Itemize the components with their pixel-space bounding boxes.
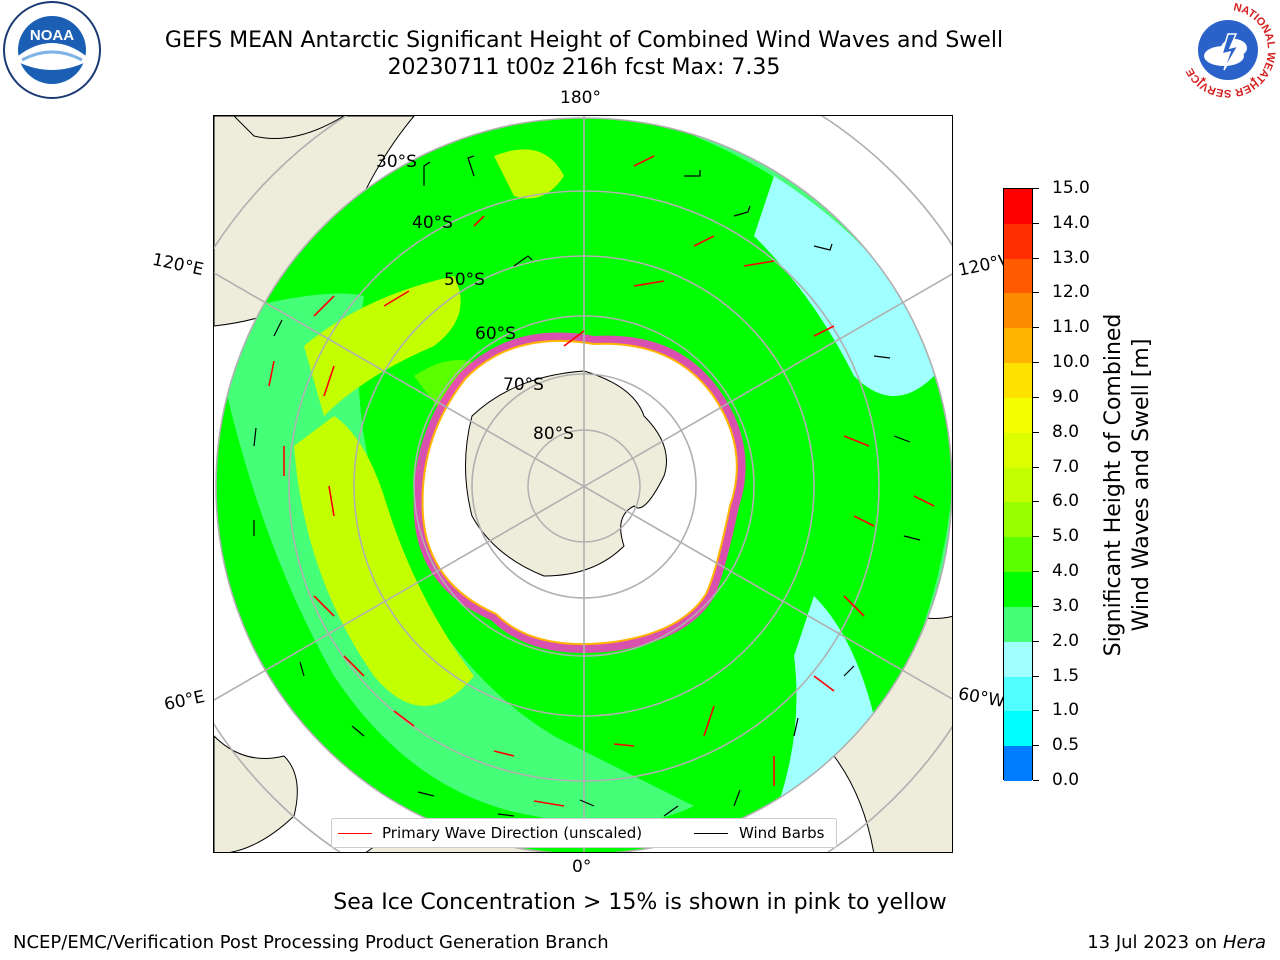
colorbar-title-line1: Significant Height of Combined: [1101, 313, 1126, 657]
colorbar-tick-label: 0.0: [1052, 770, 1080, 790]
colorbar-tick: [1033, 257, 1039, 259]
legend-barb-label: Wind Barbs: [739, 824, 825, 842]
colorbar-tick: [1033, 327, 1039, 329]
colorbar-tick: [1033, 640, 1039, 642]
colorbar-segment: [1004, 189, 1032, 225]
colorbar-tick-label: 2.0: [1052, 630, 1080, 651]
lat-label-50s: 50°S: [444, 270, 485, 290]
colorbar-tick-label: 9.0: [1052, 386, 1080, 407]
lat-label-70s: 70°S: [503, 375, 544, 395]
colorbar-segment: [1004, 328, 1032, 364]
legend-wave-line: [338, 833, 372, 834]
legend-wave-label: Primary Wave Direction (unscaled): [382, 824, 643, 842]
colorbar-tick: [1033, 431, 1039, 433]
footer-host: Hera: [1222, 932, 1266, 953]
colorbar-tick: [1033, 292, 1039, 294]
colorbar-segment: [1004, 606, 1032, 643]
chart-subtitle: 20230711 t00z 216h fcst Max: 7.35: [387, 55, 781, 80]
lon-label-60w: 60°W: [956, 684, 1007, 712]
colorbar-tick: [1033, 780, 1039, 781]
colorbar-tick: [1033, 571, 1039, 573]
colorbar-tick-label: 1.5: [1052, 665, 1080, 686]
colorbar-tick: [1033, 362, 1039, 364]
wind-barbs: [253, 155, 921, 817]
colorbar-tick: [1033, 222, 1039, 224]
colorbar-tick-label: 4.0: [1052, 561, 1080, 582]
lat-label-30s: 30°S: [376, 152, 417, 172]
lon-label-180: 180°: [560, 88, 601, 108]
antarctica: [413, 332, 746, 653]
lat-label-80s: 80°S: [533, 424, 574, 444]
colorbar-tick-label: 6.0: [1052, 491, 1080, 512]
nws-logo: NATIONAL WEATHER SERVICE ★ ★: [1181, 1, 1277, 99]
colorbar-tick-label: 14.0: [1052, 212, 1090, 233]
chart-title: GEFS MEAN Antarctic Significant Height o…: [164, 28, 1004, 53]
footer-credit: NCEP/EMC/Verification Post Processing Pr…: [13, 932, 609, 953]
colorbar-tick: [1033, 188, 1039, 189]
svg-text:★: ★: [1200, 75, 1207, 84]
map-panel: [213, 115, 953, 853]
footer-date: 13 Jul 2023 on Hera: [1087, 932, 1266, 953]
colorbar-tick-label: 13.0: [1052, 247, 1090, 268]
colorbar-tick: [1033, 605, 1039, 607]
colorbar-tick-label: 8.0: [1052, 421, 1080, 442]
colorbar-segment: [1004, 467, 1032, 503]
colorbar-tick-label: 7.0: [1052, 456, 1080, 477]
colorbar-tick-label: 0.5: [1052, 735, 1080, 756]
colorbar-tick: [1033, 675, 1039, 677]
colorbar-tick-label: 12.0: [1052, 282, 1090, 303]
polar-map: [214, 116, 952, 852]
colorbar-tick: [1033, 745, 1039, 747]
colorbar-tick: [1033, 501, 1039, 503]
colorbar-tick-label: 15.0: [1052, 178, 1090, 198]
wave-direction-arrows: [268, 155, 935, 807]
colorbar-tick: [1033, 396, 1039, 398]
colorbar-segment: [1004, 572, 1032, 608]
legend-barb-line: [694, 833, 728, 834]
colorbar-title-line2: Wind Waves and Swell [m]: [1129, 338, 1154, 632]
colorbar-segment: [1004, 676, 1032, 712]
noaa-logo-text: NOAA: [30, 27, 74, 44]
colorbar-tick-label: 1.0: [1052, 700, 1080, 721]
lon-label-60e: 60°E: [162, 686, 207, 716]
lon-label-0: 0°: [572, 857, 592, 877]
colorbar-tick-label: 10.0: [1052, 352, 1090, 373]
colorbar-segment: [1004, 293, 1032, 329]
sea-ice-note: Sea Ice Concentration > 15% is shown in …: [333, 890, 947, 915]
map-legend: Primary Wave Direction (unscaled) Wind B…: [331, 818, 837, 848]
colorbar-segment: [1004, 363, 1032, 399]
colorbar-tick-label: 11.0: [1052, 317, 1090, 338]
colorbar-segment: [1004, 537, 1032, 573]
colorbar-segment: [1004, 641, 1032, 678]
lon-label-120e: 120°E: [150, 249, 206, 281]
colorbar-tick: [1033, 710, 1039, 712]
svg-text:★: ★: [1249, 75, 1256, 84]
colorbar-tick: [1033, 536, 1039, 538]
graticule: [214, 116, 952, 852]
colorbar-segment: [1004, 502, 1032, 538]
colorbar: [1003, 188, 1033, 782]
colorbar-segment: [1004, 711, 1032, 747]
colorbar-tick: [1033, 466, 1039, 468]
noaa-logo: NOAA: [3, 1, 101, 99]
colorbar-segment: [1004, 258, 1032, 294]
colorbar-tick-label: 5.0: [1052, 526, 1080, 547]
colorbar-segment: [1004, 746, 1032, 782]
colorbar-segment: [1004, 223, 1032, 260]
colorbar-segment: [1004, 397, 1032, 434]
colorbar-segment: [1004, 432, 1032, 469]
lat-label-60s: 60°S: [475, 324, 516, 344]
footer-date-text: 13 Jul 2023 on: [1087, 932, 1223, 953]
lat-label-40s: 40°S: [412, 213, 453, 233]
colorbar-tick-label: 3.0: [1052, 595, 1080, 616]
